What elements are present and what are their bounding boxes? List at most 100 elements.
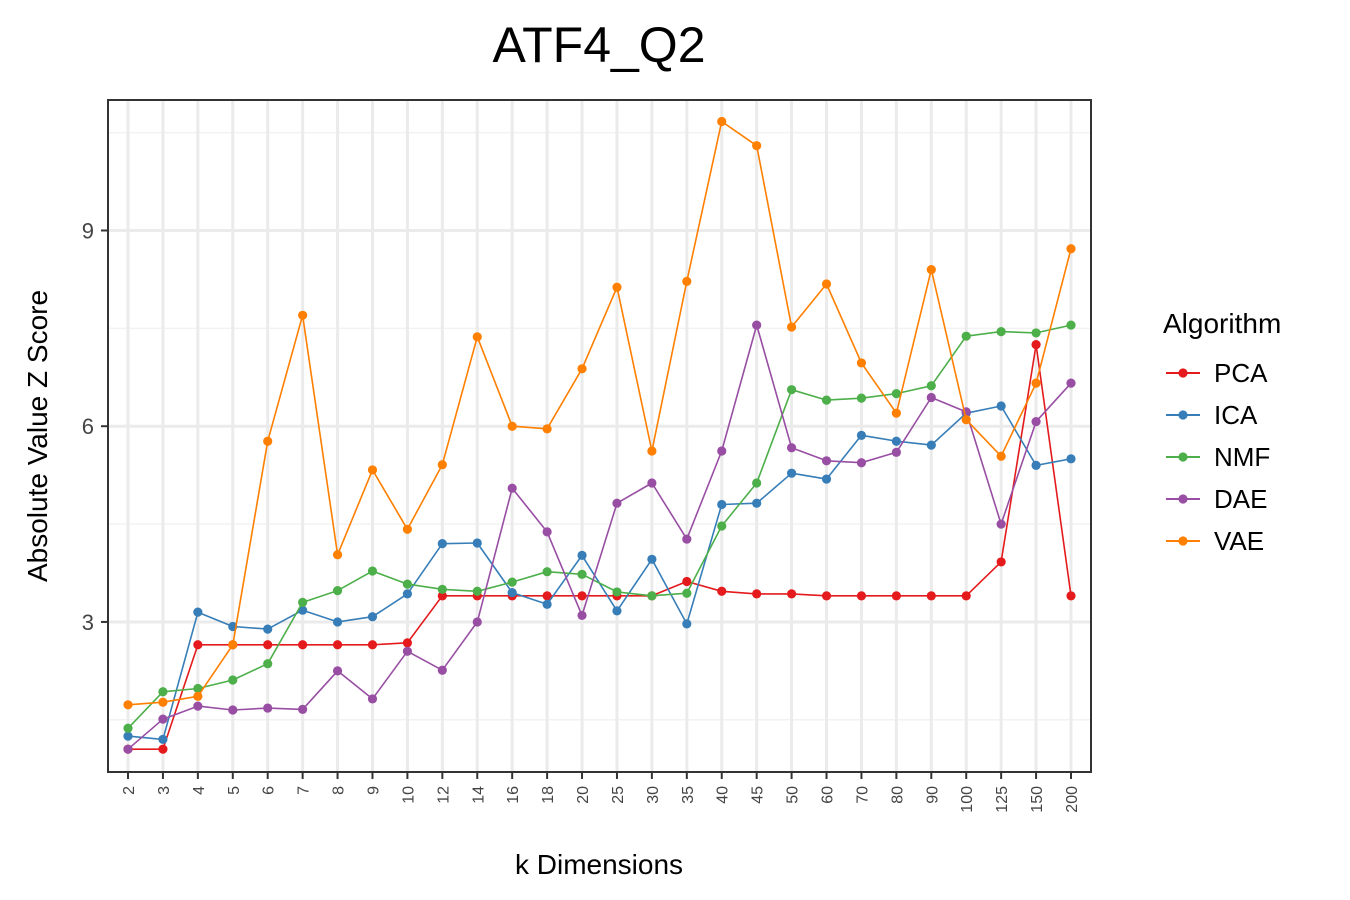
data-point-vae — [961, 415, 971, 425]
y-tick-label: 9 — [82, 218, 94, 243]
data-point-ica — [507, 587, 517, 598]
series-line-pca — [128, 343, 1072, 751]
series-pca — [123, 340, 1076, 754]
data-point-nmf — [193, 683, 203, 694]
legend-item-dae: DAE — [1166, 484, 1267, 514]
data-point-ica — [193, 607, 203, 617]
data-point-ica — [786, 468, 797, 478]
legend-key-point-ica — [1178, 410, 1188, 420]
data-point-dae — [856, 458, 867, 468]
data-point-dae — [786, 443, 797, 453]
series-line-vae — [127, 120, 1072, 706]
data-point-pca — [891, 591, 901, 601]
grid — [108, 100, 1091, 772]
x-tick-label: 16 — [505, 786, 522, 804]
data-point-dae — [158, 714, 168, 724]
data-point-dae — [891, 447, 901, 457]
data-point-nmf — [228, 675, 238, 685]
legend-item-vae: VAE — [1166, 526, 1264, 556]
data-point-ica — [1031, 460, 1041, 470]
data-point-pca — [193, 640, 203, 650]
series-dae — [123, 320, 1076, 754]
chart-title: ATF4_Q2 — [492, 17, 705, 73]
x-tick-label: 90 — [924, 786, 941, 804]
legend-item-ica: ICA — [1166, 400, 1258, 430]
data-point-vae — [332, 550, 343, 560]
legend-key-point-pca — [1178, 368, 1188, 378]
data-point-vae — [158, 697, 168, 707]
legend-label-pca: PCA — [1214, 358, 1268, 388]
data-point-dae — [507, 483, 517, 493]
x-tick-label: 12 — [435, 786, 452, 804]
x-tick-label: 8 — [331, 786, 348, 795]
data-point-vae — [263, 436, 273, 446]
data-point-ica — [996, 401, 1006, 411]
x-tick-label: 7 — [296, 786, 313, 795]
data-point-nmf — [577, 569, 587, 579]
data-point-nmf — [158, 687, 168, 697]
x-tick-label: 18 — [540, 786, 557, 804]
legend-label-vae: VAE — [1214, 526, 1264, 556]
y-tick-label: 3 — [82, 610, 94, 635]
data-point-dae — [542, 527, 552, 537]
data-point-nmf — [298, 597, 308, 607]
data-point-nmf — [1066, 320, 1076, 330]
data-point-pca — [926, 591, 936, 601]
data-point-vae — [123, 700, 133, 710]
data-point-nmf — [996, 327, 1006, 337]
x-tick-label: 25 — [610, 786, 627, 804]
data-point-nmf — [612, 587, 622, 597]
data-point-dae — [752, 320, 762, 330]
legend-item-nmf: NMF — [1166, 442, 1270, 472]
data-point-vae — [402, 524, 413, 534]
data-point-pca — [542, 591, 552, 601]
series-line-dae — [127, 324, 1072, 750]
data-point-nmf — [647, 591, 657, 601]
x-tick-label: 50 — [785, 786, 802, 804]
data-point-vae — [786, 322, 797, 332]
data-point-ica — [821, 474, 832, 484]
data-point-ica — [332, 617, 343, 627]
data-point-pca — [856, 591, 867, 601]
data-point-dae — [298, 704, 308, 714]
data-point-vae — [821, 279, 832, 289]
data-point-dae — [367, 694, 378, 704]
data-point-pca — [717, 586, 727, 596]
data-point-ica — [437, 539, 447, 549]
data-point-nmf — [367, 566, 378, 576]
data-point-pca — [437, 591, 447, 601]
data-point-vae — [437, 460, 447, 470]
data-point-pca — [332, 640, 343, 650]
x-tick-label: 5 — [226, 786, 243, 795]
data-point-dae — [682, 534, 692, 544]
data-point-dae — [437, 665, 447, 675]
data-point-vae — [193, 691, 203, 701]
data-point-nmf — [717, 521, 727, 531]
data-point-nmf — [472, 586, 482, 596]
data-point-ica — [402, 589, 413, 599]
legend-key-point-nmf — [1178, 452, 1188, 462]
data-point-pca — [367, 640, 378, 650]
series-line-ica — [127, 405, 1072, 741]
y-tick-label: 6 — [82, 414, 94, 439]
x-tick-label: 40 — [715, 786, 732, 804]
data-point-nmf — [542, 567, 552, 577]
x-tick-label: 20 — [575, 786, 592, 804]
data-point-ica — [647, 554, 657, 564]
x-tick-label: 10 — [400, 786, 417, 804]
legend-item-pca: PCA — [1166, 358, 1268, 388]
data-point-vae — [228, 640, 238, 650]
x-tick-label: 80 — [889, 786, 906, 804]
data-point-vae — [682, 276, 692, 286]
data-point-dae — [402, 646, 413, 656]
data-point-pca — [996, 557, 1006, 567]
data-point-nmf — [821, 395, 832, 405]
legend-title: Algorithm — [1163, 308, 1281, 339]
data-point-ica — [542, 599, 552, 609]
data-point-ica — [472, 538, 482, 548]
data-point-vae — [856, 358, 867, 368]
x-tick-label: 4 — [191, 786, 208, 795]
data-point-pca — [263, 640, 273, 650]
